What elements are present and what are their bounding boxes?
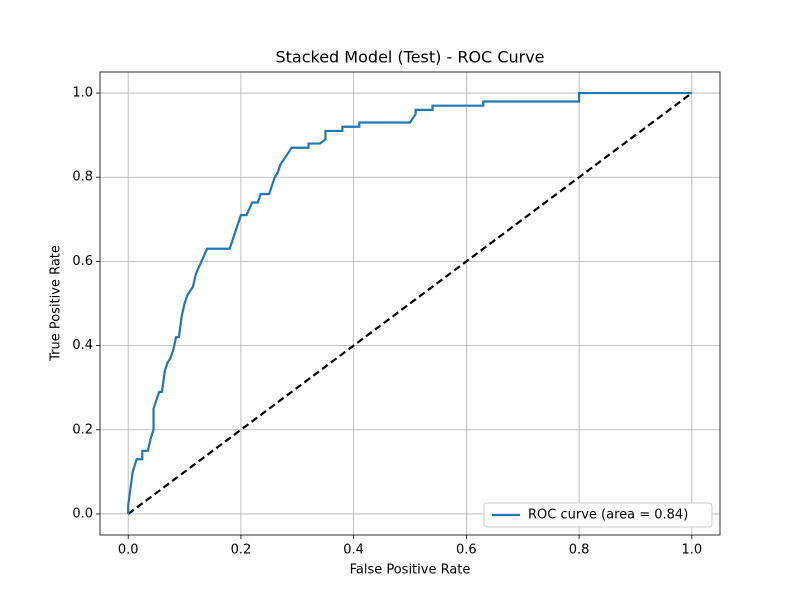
reference-line	[127, 92, 693, 515]
legend-label: ROC curve (area = 0.84)	[528, 508, 688, 523]
y-tick-label: 0.8	[72, 170, 93, 185]
x-tick-label: 0.0	[118, 543, 139, 558]
y-tick-label: 0.2	[72, 422, 93, 437]
y-tick-label: 0.0	[72, 506, 93, 521]
x-axis-label: False Positive Rate	[350, 563, 471, 578]
y-axis-label: True Positive Rate	[49, 245, 64, 362]
x-tick-label: 0.2	[231, 543, 252, 558]
x-tick-label: 1.0	[681, 543, 702, 558]
plot-frame	[99, 71, 721, 536]
y-tick-label: 1.0	[72, 86, 93, 101]
x-tick-label: 0.8	[569, 543, 590, 558]
x-tick-label: 0.6	[456, 543, 477, 558]
x-tick-label: 0.4	[343, 543, 364, 558]
y-tick-label: 0.4	[72, 338, 93, 353]
chart-title: Stacked Model (Test) - ROC Curve	[275, 48, 544, 67]
roc-line	[127, 91, 692, 514]
y-tick-label: 0.6	[72, 254, 93, 269]
legend-box	[483, 502, 713, 528]
